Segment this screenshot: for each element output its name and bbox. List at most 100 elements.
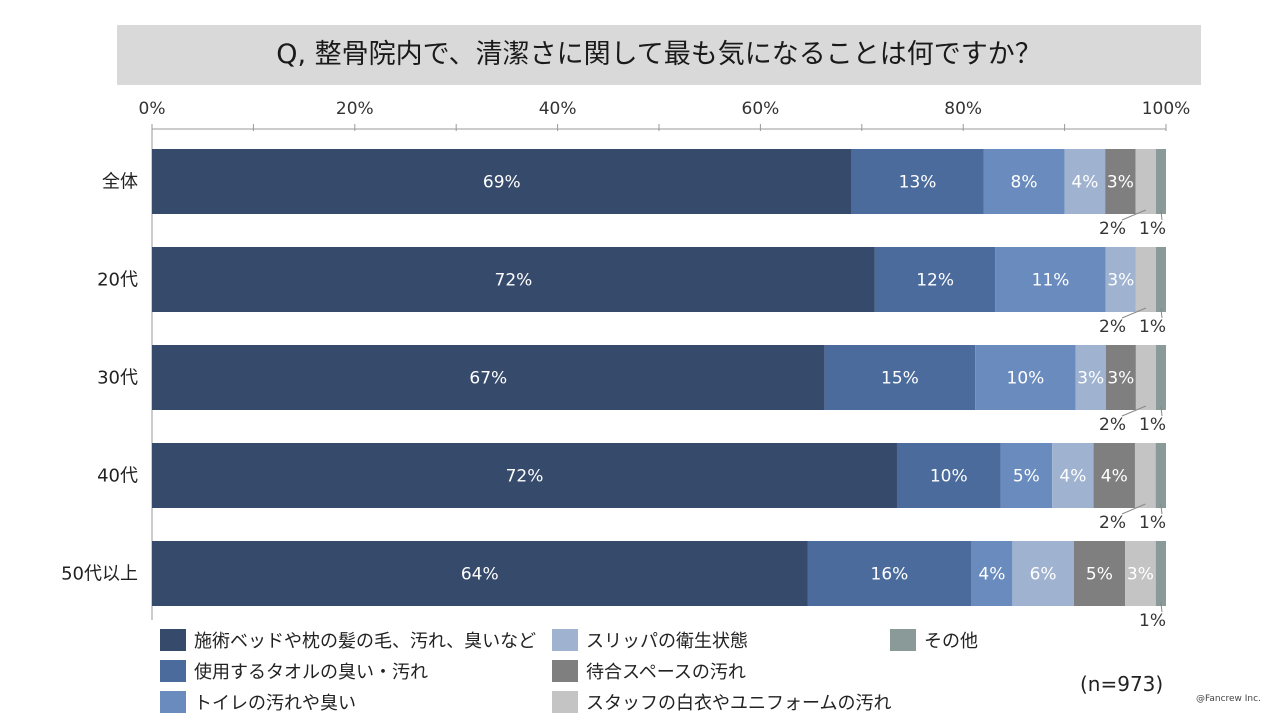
bar-segment — [1135, 247, 1156, 312]
legend-label: その他 — [924, 631, 978, 652]
category-label: 全体 — [102, 172, 138, 193]
segment-label: 3% — [1077, 369, 1104, 389]
segment-label: 5% — [1086, 565, 1113, 585]
segment-label: 13% — [899, 173, 937, 193]
small-segment-label: 1% — [1139, 513, 1166, 533]
bar-segment — [851, 149, 984, 214]
bar-segment — [1155, 443, 1166, 508]
legend-item: 施術ベッドや枕の髪の毛、汚れ、臭いなど — [160, 627, 536, 653]
bar-segment — [1155, 541, 1166, 606]
segment-label: 3% — [1127, 565, 1154, 585]
bar-segment — [1155, 149, 1166, 214]
bar-segment — [971, 541, 1013, 606]
bar-segment — [983, 149, 1065, 214]
bar-segment — [1073, 541, 1126, 606]
legend-swatch — [160, 691, 186, 713]
segment-label: 16% — [871, 565, 909, 585]
legend-item: トイレの汚れや臭い — [160, 689, 356, 715]
leader-line — [1160, 405, 1163, 417]
copyright-label: @Fancrew Inc. — [1196, 694, 1261, 704]
legend-swatch — [160, 660, 186, 682]
bar-segment — [152, 345, 825, 410]
bar-segment — [824, 345, 976, 410]
legend-label: 使用するタオルの臭い・汚れ — [194, 662, 428, 683]
bar-segment — [1012, 541, 1074, 606]
legend-label: スタッフの白衣やユニフォームの汚れ — [586, 693, 892, 714]
segment-label: 72% — [495, 271, 533, 291]
legend-item: その他 — [890, 627, 978, 653]
category-label: 40代 — [97, 466, 138, 487]
legend-label: トイレの汚れや臭い — [194, 693, 356, 714]
segment-label: 3% — [1107, 173, 1134, 193]
leader-line — [1121, 503, 1146, 515]
small-segment-label: 2% — [1099, 219, 1126, 239]
bar-segment — [1134, 443, 1156, 508]
x-tick-label: 0% — [139, 99, 166, 119]
leader-line — [1160, 601, 1163, 613]
small-segment-label: 1% — [1139, 219, 1166, 239]
category-label: 20代 — [97, 270, 138, 291]
bar-segment — [1093, 443, 1135, 508]
bar-segment — [152, 443, 897, 508]
leader-line — [1121, 405, 1147, 417]
bar-segment — [1155, 345, 1166, 410]
bar-segment — [1135, 149, 1156, 214]
legend-label: スリッパの衛生状態 — [586, 631, 748, 652]
bar-segment — [896, 443, 1001, 508]
segment-label: 3% — [1107, 369, 1134, 389]
segment-label: 64% — [461, 565, 499, 585]
bar-segment — [152, 247, 875, 312]
bar-segment — [995, 247, 1106, 312]
segment-label: 4% — [1071, 173, 1098, 193]
x-tick-label: 60% — [742, 99, 780, 119]
segment-label: 10% — [930, 467, 968, 487]
sample-size-label: (n=973) — [1080, 672, 1164, 696]
legend-label: 待合スペースの汚れ — [586, 662, 746, 683]
bar-segment — [1125, 541, 1156, 606]
legend-item: 使用するタオルの臭い・汚れ — [160, 658, 428, 684]
bar-segment — [1105, 149, 1136, 214]
legend-item: スタッフの白衣やユニフォームの汚れ — [552, 689, 891, 715]
segment-label: 11% — [1032, 271, 1070, 291]
segment-label: 4% — [1059, 467, 1086, 487]
x-tick-label: 80% — [944, 99, 982, 119]
legend-swatch — [160, 629, 186, 651]
segment-label: 5% — [1013, 467, 1040, 487]
legend-item: 待合スペースの汚れ — [552, 658, 746, 684]
leader-line — [1160, 209, 1163, 221]
bar-segment — [807, 541, 972, 606]
segment-label: 4% — [1101, 467, 1128, 487]
x-tick-label: 20% — [336, 99, 374, 119]
leader-line — [1121, 307, 1147, 319]
bar-segment — [152, 541, 808, 606]
segment-label: 8% — [1011, 173, 1038, 193]
segment-label: 67% — [469, 369, 507, 389]
x-tick-label: 40% — [539, 99, 577, 119]
segment-label: 10% — [1007, 369, 1045, 389]
legend-item: スリッパの衛生状態 — [552, 627, 748, 653]
segment-label: 6% — [1030, 565, 1057, 585]
segment-label: 72% — [506, 467, 544, 487]
bar-segment — [1105, 345, 1136, 410]
bar-segment — [1052, 443, 1094, 508]
legend-swatch — [552, 629, 578, 651]
bar-segment — [1000, 443, 1053, 508]
bar-segment — [152, 149, 852, 214]
small-segment-label: 2% — [1099, 317, 1126, 337]
small-segment-label: 1% — [1139, 317, 1166, 337]
segment-label: 12% — [916, 271, 954, 291]
bar-segment — [1135, 345, 1156, 410]
bar-segment — [874, 247, 996, 312]
chart-title: Q, 整骨院内で、清潔さに関して最も気になることは何ですか？ — [276, 39, 1042, 70]
segment-label: 15% — [881, 369, 919, 389]
segment-label: 3% — [1107, 271, 1134, 291]
segment-label: 69% — [483, 173, 521, 193]
leader-line — [1121, 209, 1146, 221]
bar-segment — [1105, 247, 1136, 312]
small-segment-label: 2% — [1099, 513, 1126, 533]
category-label: 50代以上 — [61, 564, 138, 585]
bar-segment — [1155, 247, 1166, 312]
leader-line — [1160, 307, 1163, 319]
small-segment-label: 1% — [1139, 611, 1166, 631]
